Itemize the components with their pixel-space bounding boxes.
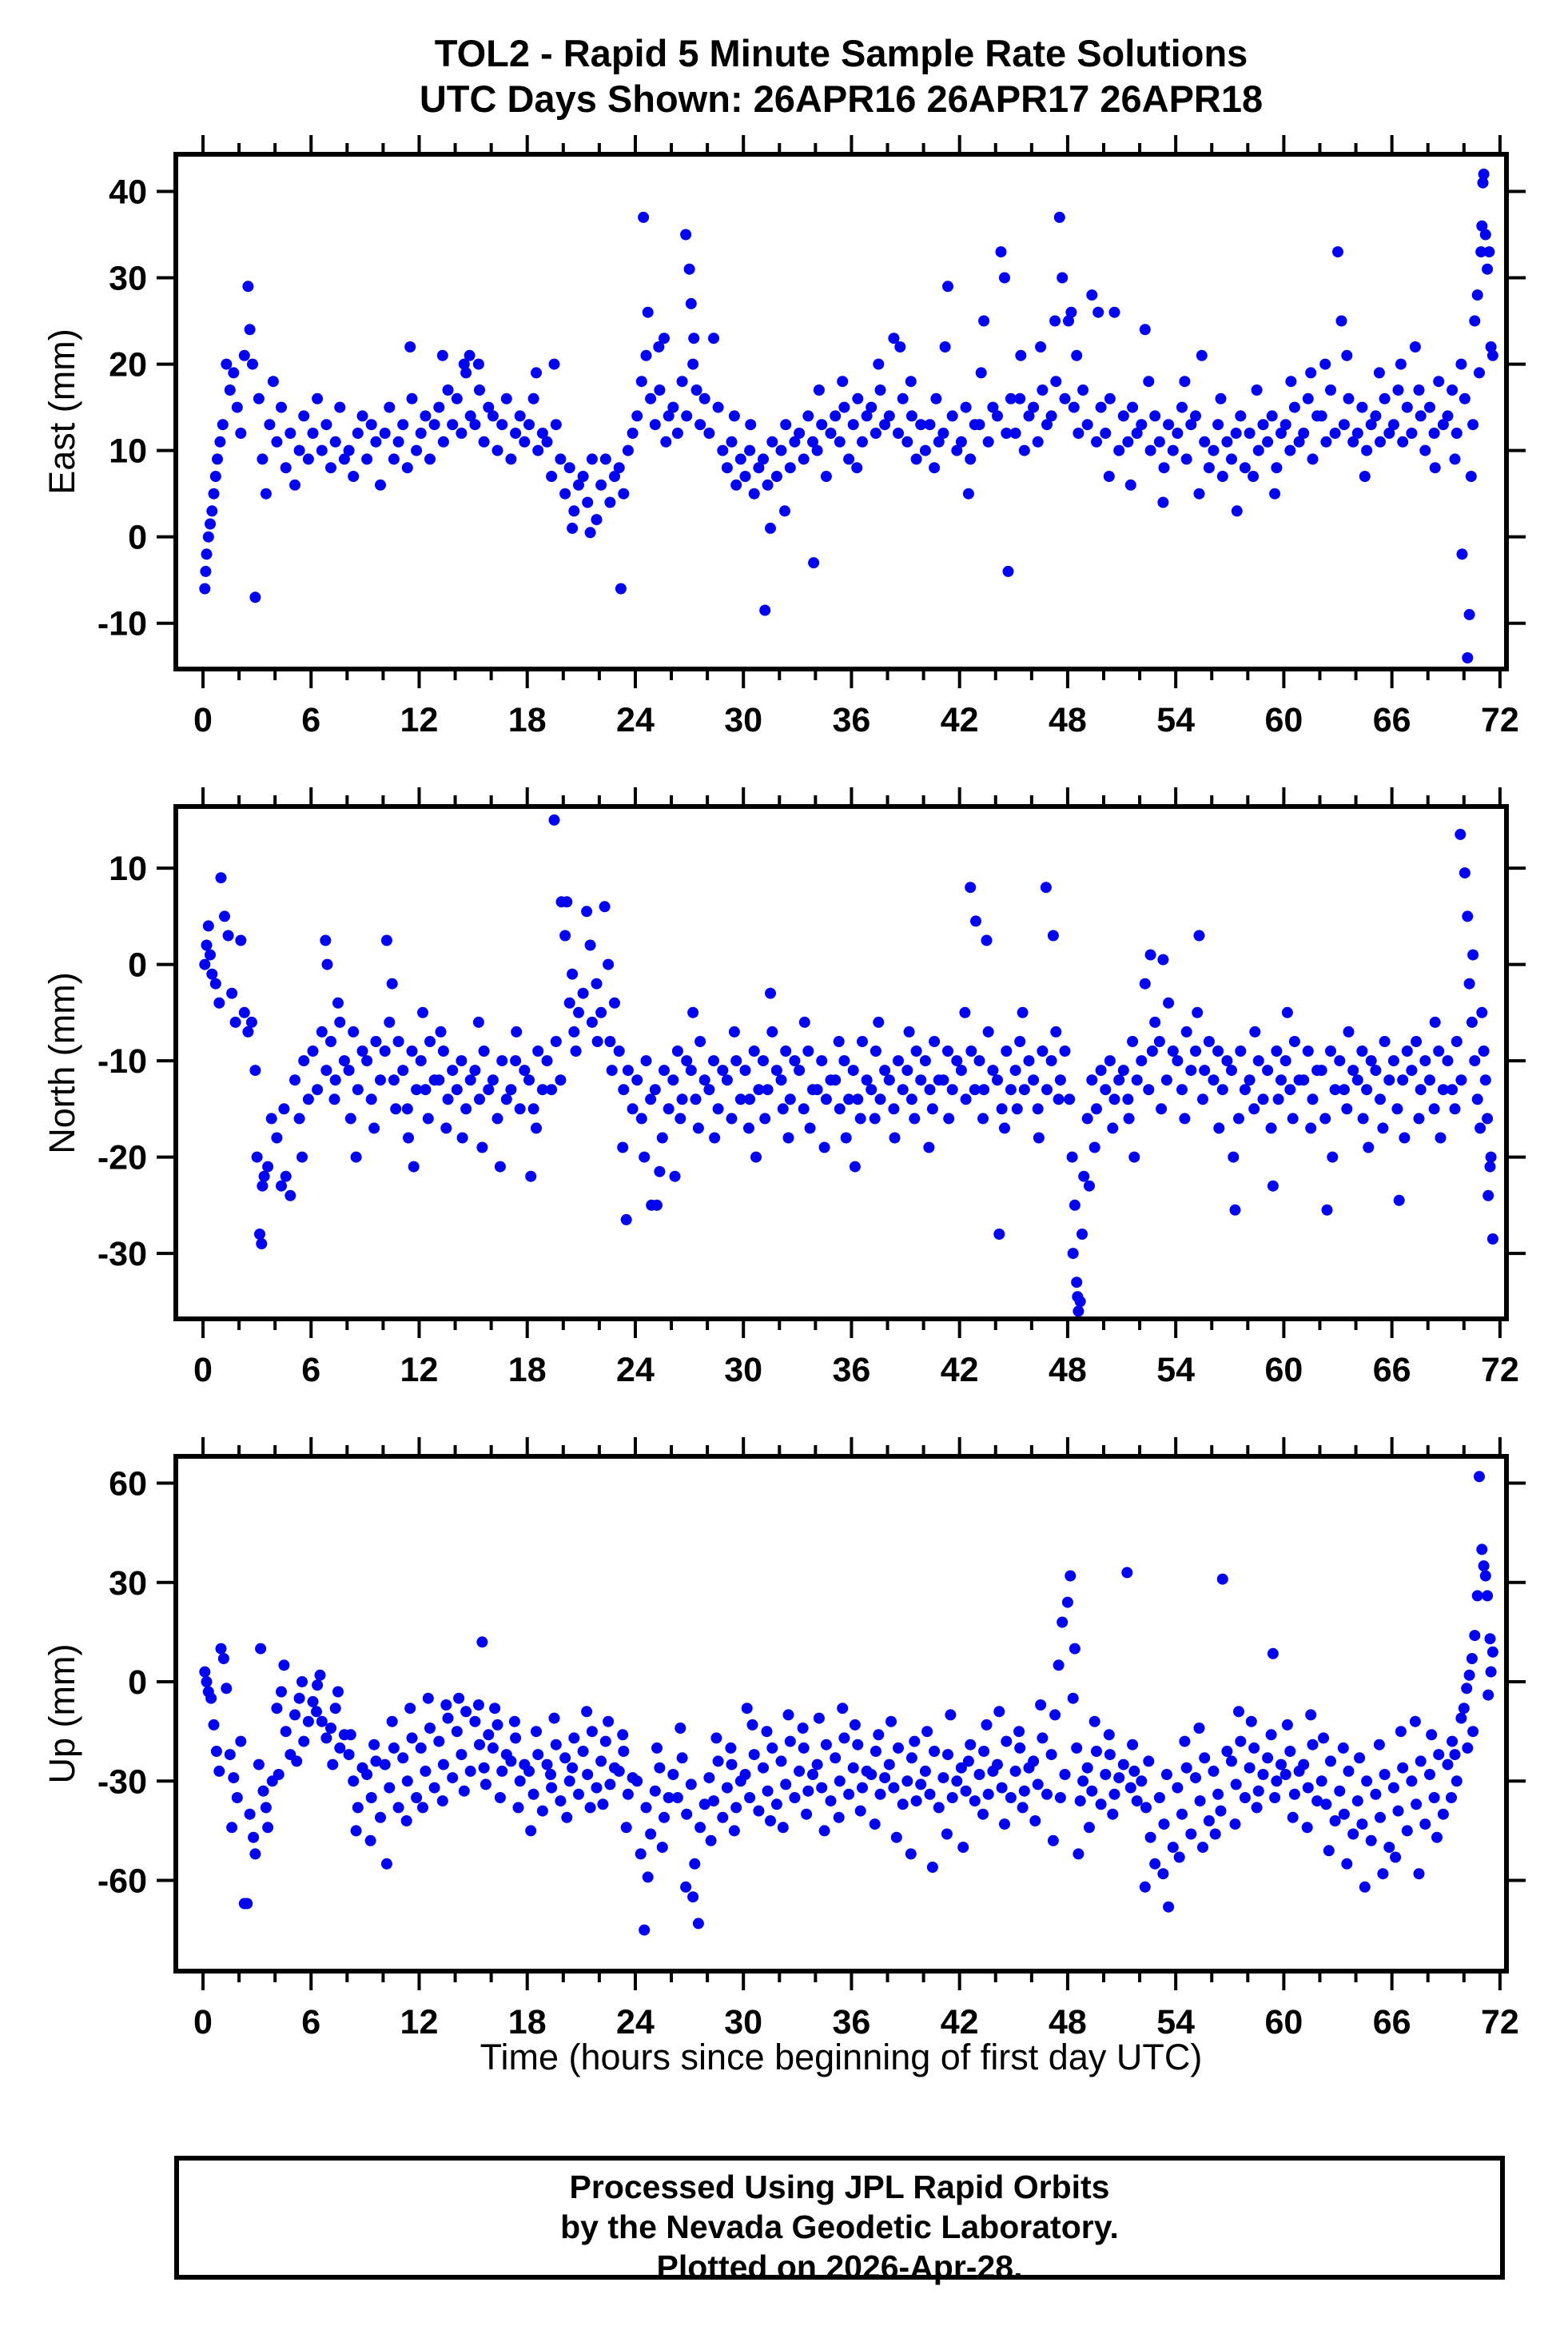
chart-title-block: TOL2 - Rapid 5 Minute Sample Rate Soluti… (176, 30, 1506, 121)
svg-text:6: 6 (301, 701, 320, 739)
svg-text:24: 24 (616, 701, 655, 739)
svg-text:0: 0 (193, 2003, 213, 2041)
svg-text:0: 0 (193, 1351, 213, 1389)
chart-subtitle: UTC Days Shown: 26APR16 26APR17 26APR18 (419, 78, 1264, 120)
svg-text:30: 30 (724, 701, 762, 739)
svg-text:66: 66 (1373, 2003, 1411, 2041)
svg-text:10: 10 (109, 850, 147, 888)
svg-text:48: 48 (1049, 1351, 1087, 1389)
chart-title: TOL2 - Rapid 5 Minute Sample Rate Soluti… (434, 32, 1248, 74)
svg-text:42: 42 (941, 701, 979, 739)
footer-line-3: Plotted on 2026-Apr-28. (656, 2248, 1023, 2285)
svg-text:66: 66 (1373, 701, 1411, 739)
svg-text:48: 48 (1049, 701, 1087, 739)
svg-text:40: 40 (109, 173, 147, 211)
svg-text:0: 0 (193, 701, 213, 739)
svg-text:12: 12 (400, 1351, 439, 1389)
svg-text:30: 30 (109, 1564, 147, 1603)
svg-text:36: 36 (833, 2003, 871, 2041)
svg-text:0: 0 (128, 946, 147, 985)
footer-line-2: by the Nevada Geodetic Laboratory. (560, 2209, 1119, 2245)
svg-text:60: 60 (1264, 701, 1303, 739)
svg-text:10: 10 (109, 432, 147, 471)
svg-text:20: 20 (109, 346, 147, 384)
svg-text:12: 12 (400, 2003, 439, 2041)
svg-text:6: 6 (301, 2003, 320, 2041)
svg-text:60: 60 (1264, 1351, 1303, 1389)
svg-text:6: 6 (301, 1351, 320, 1389)
svg-text:72: 72 (1481, 2003, 1519, 2041)
svg-text:72: 72 (1481, 701, 1519, 739)
svg-text:54: 54 (1156, 701, 1195, 739)
svg-text:54: 54 (1156, 1351, 1195, 1389)
svg-text:48: 48 (1049, 2003, 1087, 2041)
svg-text:24: 24 (616, 2003, 655, 2041)
svg-text:-20: -20 (98, 1139, 147, 1177)
svg-text:0: 0 (128, 1663, 147, 1702)
svg-text:24: 24 (616, 1351, 655, 1389)
svg-text:42: 42 (941, 1351, 979, 1389)
svg-text:30: 30 (724, 1351, 762, 1389)
x-axis-title: Time (hours since beginning of first day… (480, 2037, 1203, 2077)
footer-line-1: Processed Using JPL Rapid Orbits (569, 2169, 1110, 2205)
svg-text:36: 36 (833, 701, 871, 739)
svg-text:-10: -10 (98, 1042, 147, 1081)
svg-text:30: 30 (724, 2003, 762, 2041)
svg-text:60: 60 (109, 1465, 147, 1504)
footer-box: Processed Using JPL Rapid Orbits by the … (174, 2156, 1505, 2285)
svg-text:-10: -10 (98, 605, 147, 643)
svg-text:60: 60 (1264, 2003, 1303, 2041)
svg-text:54: 54 (1156, 2003, 1195, 2041)
svg-text:72: 72 (1481, 1351, 1519, 1389)
svg-text:-60: -60 (98, 1862, 147, 1901)
svg-text:-30: -30 (98, 1235, 147, 1273)
svg-text:0: 0 (128, 519, 147, 557)
svg-text:18: 18 (508, 701, 547, 739)
svg-text:-30: -30 (98, 1762, 147, 1801)
svg-text:66: 66 (1373, 1351, 1411, 1389)
svg-text:36: 36 (833, 1351, 871, 1389)
svg-text:12: 12 (400, 701, 439, 739)
svg-text:42: 42 (941, 2003, 979, 2041)
svg-text:18: 18 (508, 1351, 547, 1389)
svg-text:18: 18 (508, 2003, 547, 2041)
svg-text:30: 30 (109, 260, 147, 298)
